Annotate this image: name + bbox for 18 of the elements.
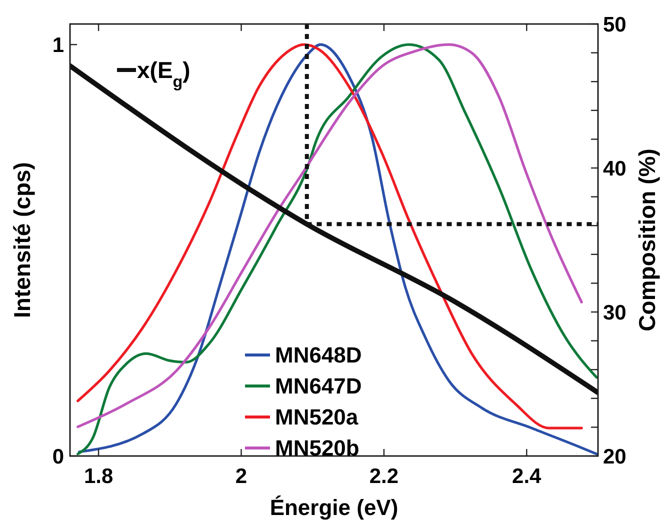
legend-label: x(E$_{g}$) xyxy=(137,57,190,92)
y2-axis-title: Composition (%) xyxy=(634,148,660,332)
y2-tick-label: 30 xyxy=(603,301,626,324)
legend-label: MN520a xyxy=(275,404,359,430)
x-tick-label: 2 xyxy=(235,465,248,488)
x-axis-title: Énergie (eV) xyxy=(270,495,398,520)
legend-label: MN648D xyxy=(275,342,362,368)
y-axis-title: Intensité (cps) xyxy=(9,162,35,318)
y2-tick-label: 50 xyxy=(603,13,626,36)
legend-label: MN520b xyxy=(275,436,360,461)
y-tick-label: 0 xyxy=(52,445,64,468)
x-tick-label: 2.4 xyxy=(512,465,542,488)
x-tick-label: 2.2 xyxy=(369,465,399,488)
y-tick-label: 1 xyxy=(52,34,64,57)
x-tick-label: 1.8 xyxy=(84,465,114,488)
y2-tick-label: 40 xyxy=(603,157,626,180)
legend-label: MN647D xyxy=(275,374,362,399)
y2-tick-label: 20 xyxy=(603,445,626,468)
